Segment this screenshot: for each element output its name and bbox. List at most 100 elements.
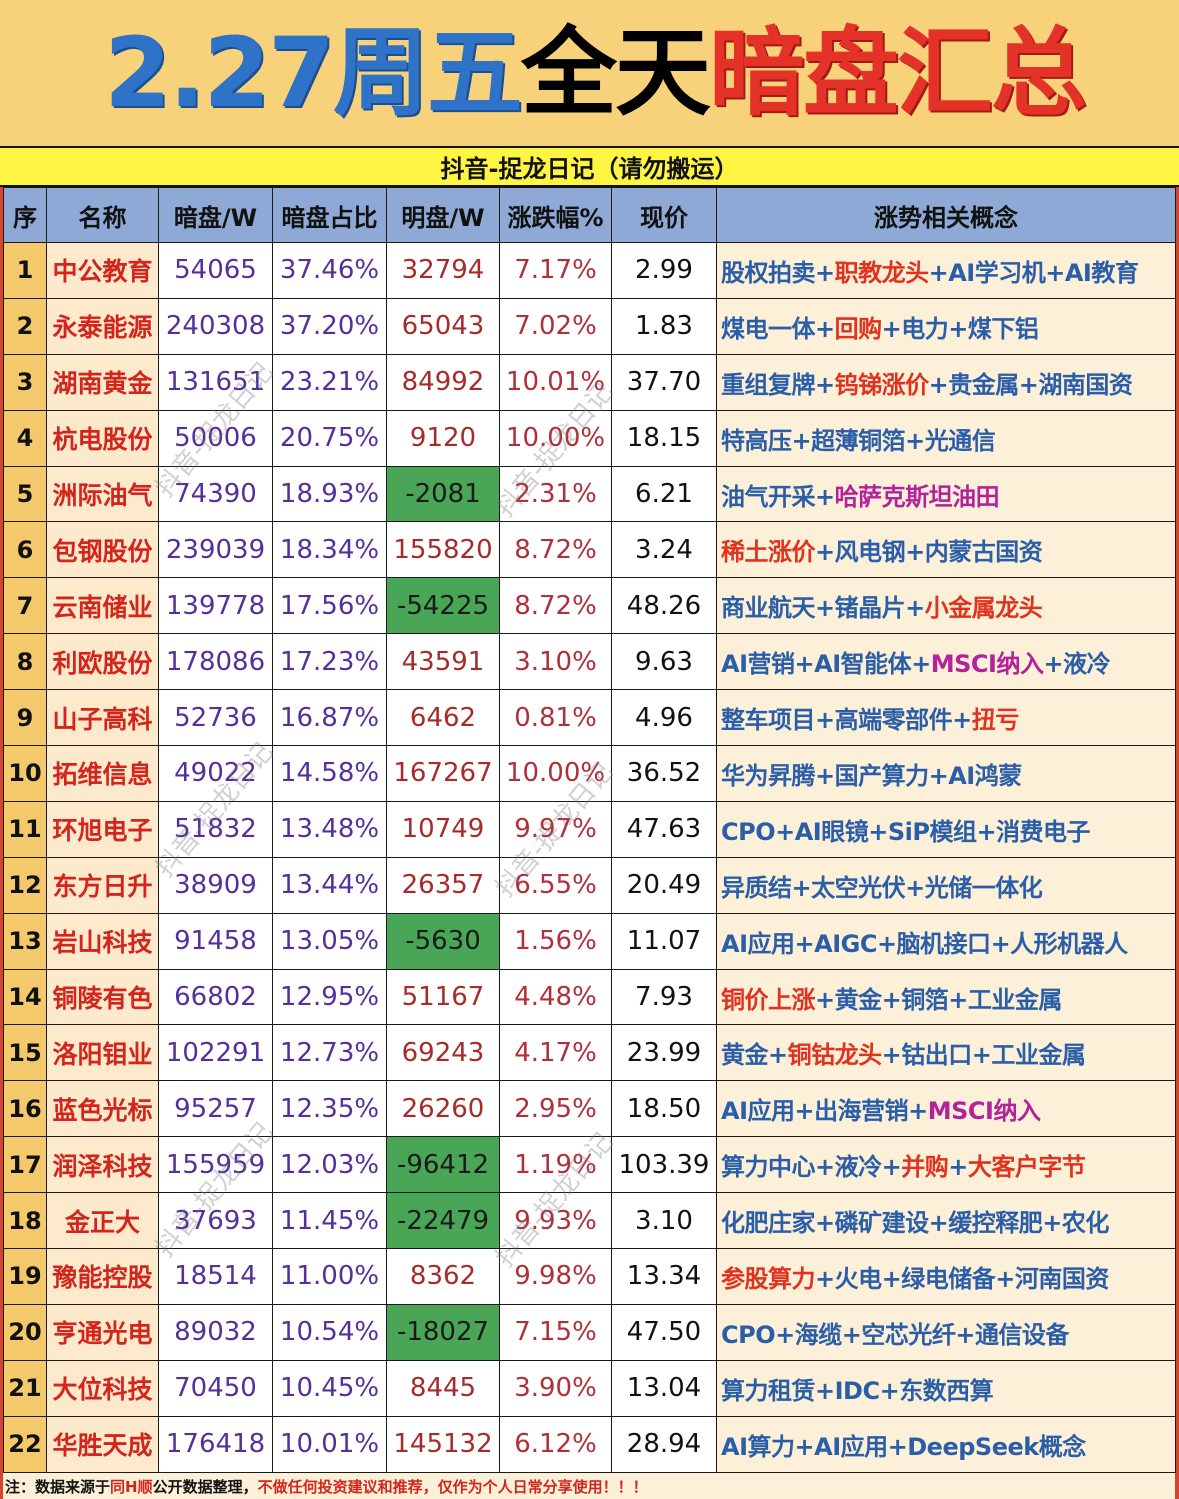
concept-tag: 液冷	[1063, 650, 1111, 679]
plus-separator: +	[995, 1264, 1015, 1293]
plus-separator: +	[905, 873, 925, 902]
plus-separator: +	[768, 1041, 788, 1070]
plus-separator: +	[952, 706, 972, 735]
current-price: 3.10	[611, 1192, 717, 1250]
dark-pool-amount: 102291	[158, 1024, 273, 1082]
visible-amount: 8445	[386, 1359, 500, 1417]
stock-name: 润泽科技	[46, 1136, 159, 1194]
concept-tag: AI智能体	[814, 650, 912, 679]
concept-tag: 大客户字节	[967, 1153, 1086, 1182]
plus-separator: +	[794, 650, 815, 679]
concept-tag: 消费电子	[996, 817, 1091, 846]
plus-separator: +	[928, 258, 949, 287]
visible-amount: -22479	[386, 1192, 500, 1250]
title-banner: 2.27周五 全天 暗盘汇总	[0, 0, 1179, 146]
concept-list: 煤电一体+回购+电力+煤下铝	[716, 297, 1176, 355]
change-percent: 8.72%	[499, 577, 612, 635]
dark-pool-amount: 155959	[158, 1136, 273, 1194]
current-price: 20.49	[611, 856, 717, 914]
row-seq: 15	[3, 1024, 47, 1082]
change-percent: 6.55%	[499, 856, 612, 914]
stock-name: 环旭电子	[46, 800, 159, 858]
concept-tag: 河南国资	[1014, 1264, 1110, 1293]
change-percent: 3.90%	[499, 1359, 612, 1417]
change-percent: 9.93%	[499, 1192, 612, 1250]
visible-amount: -5630	[386, 912, 500, 970]
concept-tag: 铜钴龙头	[787, 1041, 883, 1070]
plus-separator: +	[1018, 370, 1039, 399]
concept-tag: 算力中心	[721, 1153, 816, 1182]
table-row: 12 东方日升 38909 13.44% 26357 6.55% 20.49 异质结+太空光伏…	[3, 856, 1176, 914]
dark-pool-amount: 178086	[158, 633, 273, 691]
dark-pool-ratio: 12.03%	[272, 1136, 387, 1194]
plus-separator: +	[815, 1153, 835, 1182]
concept-tag: DeepSeek概念	[907, 1432, 1086, 1461]
dark-pool-ratio: 18.93%	[272, 465, 387, 523]
footer-prefix: 注：数据来源于	[5, 1477, 111, 1496]
visible-amount: 65043	[386, 297, 500, 355]
row-seq: 18	[3, 1192, 47, 1250]
stock-name: 大位科技	[46, 1359, 159, 1417]
concept-tag: 脑机接口	[896, 929, 992, 958]
concept-tag: 整车项目	[721, 706, 816, 735]
plus-separator: +	[1043, 650, 1064, 679]
concept-list: AI应用+出海营销+MSCI纳入	[716, 1080, 1176, 1138]
dark-pool-amount: 176418	[158, 1415, 273, 1473]
col-header-name: 名称	[46, 187, 159, 243]
concept-tag: MSCI纳入	[930, 650, 1044, 679]
table-row: 13 岩山科技 91458 13.05% -5630 1.56% 11.07 AI应用+AIG…	[3, 912, 1176, 970]
dark-pool-amount: 131651	[158, 353, 273, 411]
subtitle-bar: 抖音-捉龙日记（请勿搬运）	[0, 146, 1179, 187]
dark-pool-ratio: 37.46%	[272, 242, 387, 299]
table-row: 7 云南储业 139778 17.56% -54225 8.72% 48.26 商业航天+锗晶…	[3, 577, 1176, 635]
dark-pool-ratio: 10.01%	[272, 1415, 387, 1473]
dark-pool-ratio: 37.20%	[272, 297, 387, 355]
dark-pool-ratio: 13.48%	[272, 800, 387, 858]
current-price: 23.99	[611, 1024, 717, 1082]
concept-tag: CPO	[721, 817, 776, 846]
concept-tag: 回购	[834, 314, 883, 343]
dark-pool-amount: 70450	[158, 1359, 273, 1417]
concept-tag: 人形机器人	[1010, 929, 1128, 958]
current-price: 18.50	[611, 1080, 717, 1138]
concept-tag: AI算力	[721, 1432, 795, 1461]
change-percent: 1.19%	[499, 1136, 612, 1194]
visible-amount: 167267	[386, 745, 500, 802]
row-seq: 3	[3, 353, 47, 411]
concept-list: 特高压+超薄铜箔+光通信	[716, 409, 1176, 467]
current-price: 13.04	[611, 1359, 717, 1417]
footer-middle: 公开数据整理，	[152, 1477, 258, 1496]
concept-list: 算力中心+液冷+并购+大客户字节	[716, 1136, 1176, 1194]
dark-pool-amount: 95257	[158, 1080, 273, 1138]
concept-tag: 湖南国资	[1038, 370, 1133, 399]
plus-separator: +	[948, 1153, 968, 1182]
plus-separator: +	[791, 426, 812, 455]
dark-pool-amount: 91458	[158, 912, 273, 970]
visible-amount: 145132	[386, 1415, 500, 1473]
concept-tag: 工业金属	[991, 1041, 1086, 1070]
plus-separator: +	[815, 594, 835, 623]
concept-tag: 通信设备	[974, 1320, 1070, 1349]
concept-list: CPO+海缆+空芯光纤+通信设备	[716, 1303, 1176, 1361]
plus-separator: +	[928, 761, 949, 790]
row-seq: 11	[3, 800, 47, 858]
stock-name: 山子高科	[46, 689, 159, 747]
table-header-row: 序 名称 暗盘/W 暗盘占比 明盘/W 涨跌幅% 现价 涨势相关概念	[3, 187, 1176, 243]
table-row: 6 包钢股份 239039 18.34% 155820 8.72% 3.24 稀土涨价+风电钢…	[3, 521, 1176, 579]
concept-tag: SiP模组	[887, 817, 977, 846]
table-row: 11 环旭电子 51832 13.48% 10749 9.97% 47.63 CPO+AI眼镜…	[3, 800, 1176, 858]
concept-tag: AI眼镜	[794, 817, 869, 846]
plus-separator: +	[928, 1209, 949, 1238]
change-percent: 8.72%	[499, 521, 612, 579]
current-price: 28.94	[611, 1415, 717, 1473]
plus-separator: +	[815, 1376, 835, 1405]
concept-tag: 海缆	[794, 1320, 843, 1349]
stock-name: 岩山科技	[46, 912, 159, 970]
table-row: 3 湖南黄金 131651 23.21% 84992 10.01% 37.70 重组复牌+钨锑…	[3, 353, 1176, 411]
concept-tag: 风电钢	[834, 538, 906, 567]
dark-pool-amount: 89032	[158, 1303, 273, 1361]
col-header-change: 涨跌幅%	[499, 187, 612, 243]
table-row: 22 华胜天成 176418 10.01% 145132 6.12% 28.94 AI算力+A…	[3, 1415, 1176, 1473]
table-row: 4 杭电股份 50006 20.75% 9120 10.00% 18.15 特高压+超薄铜箔+…	[3, 409, 1176, 467]
table-row: 21 大位科技 70450 10.45% 8445 3.90% 13.04 算力租赁+IDC+…	[3, 1359, 1176, 1417]
